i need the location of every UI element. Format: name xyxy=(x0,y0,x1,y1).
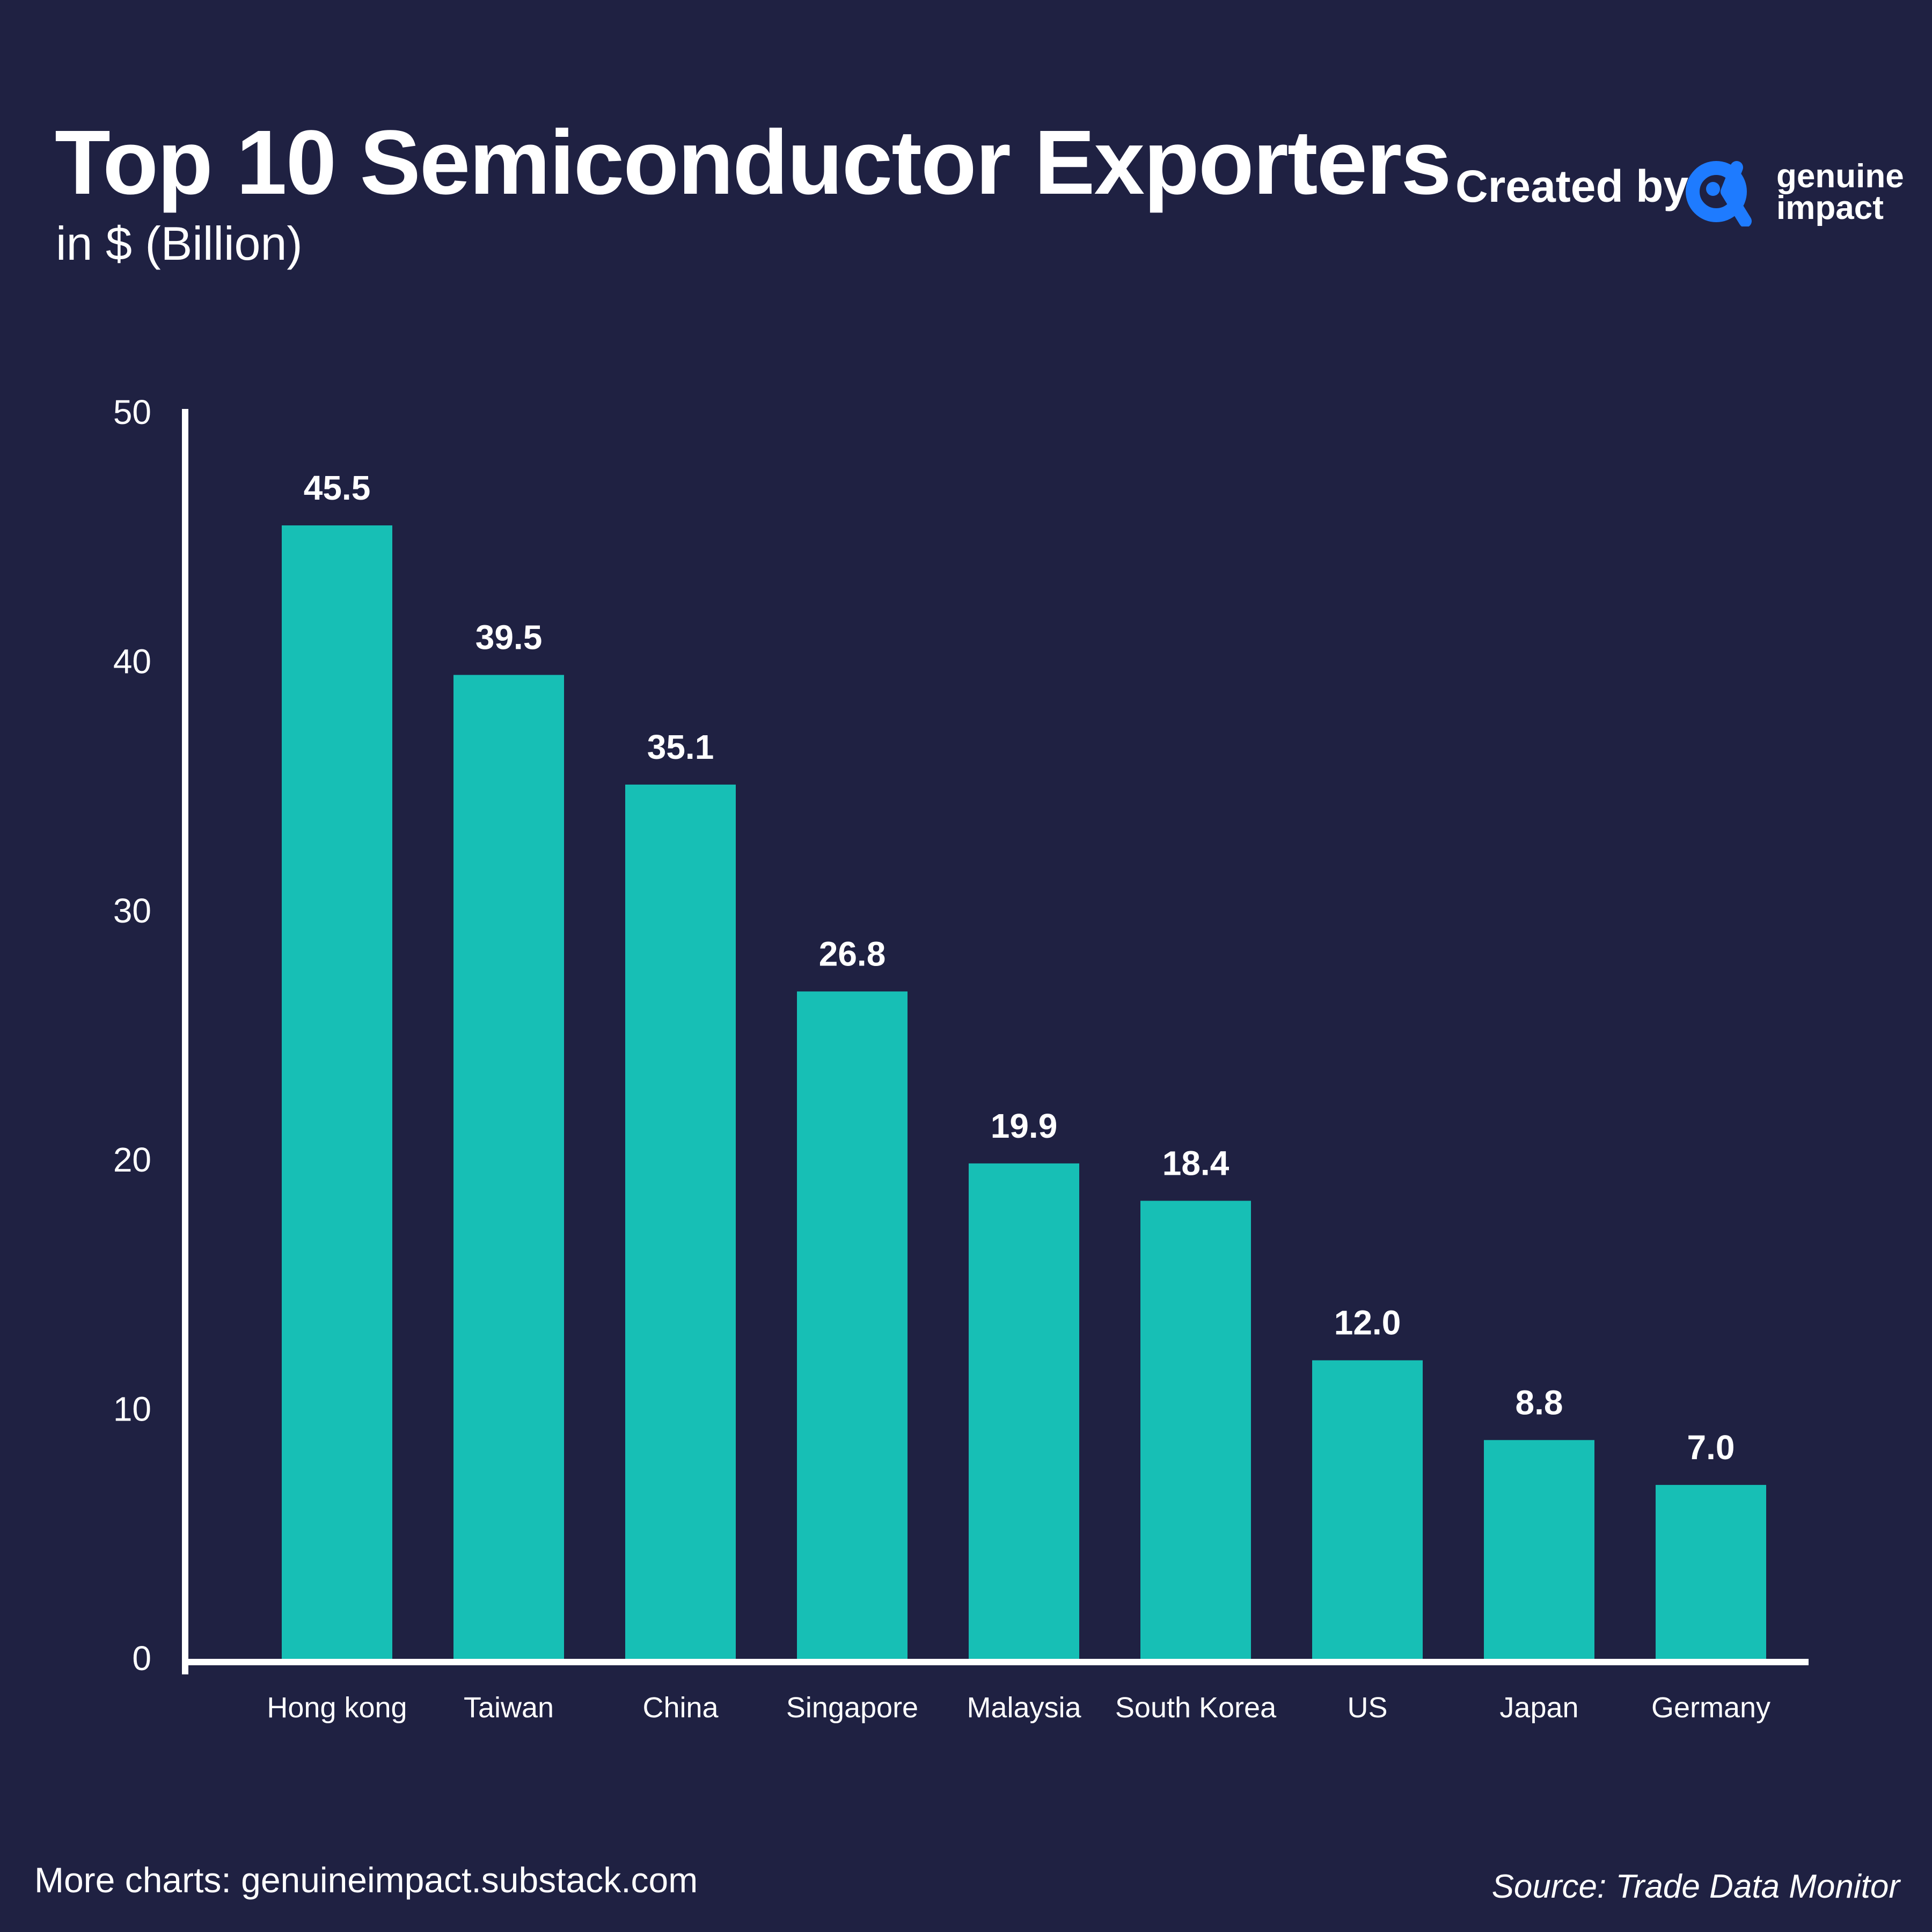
y-axis-ticks: 0 10 20 30 40 50 xyxy=(113,393,151,1678)
x-tick-label: Singapore xyxy=(786,1692,918,1724)
x-tick-label: Taiwan xyxy=(464,1692,554,1724)
y-tick-label: 30 xyxy=(113,891,151,930)
bar-3 xyxy=(797,991,908,1659)
source-note: Source: Trade Data Monitor xyxy=(1491,1868,1900,1905)
brand-line-2: impact xyxy=(1776,189,1884,226)
value-label: 18.4 xyxy=(1162,1144,1230,1183)
value-label: 7.0 xyxy=(1687,1428,1735,1467)
x-tick-label: Germany xyxy=(1651,1692,1770,1724)
bar-5 xyxy=(1140,1201,1251,1659)
genuine-impact-logo-text: genuine impact xyxy=(1776,158,1904,226)
y-tick-label: 40 xyxy=(113,642,151,680)
genuine-impact-logo-icon xyxy=(1686,161,1752,226)
bar-0 xyxy=(282,525,392,1659)
x-tick-label: China xyxy=(642,1692,719,1724)
more-charts-link[interactable]: More charts: genuineimpact.substack.com xyxy=(34,1860,698,1900)
x-tick-label: Japan xyxy=(1499,1692,1578,1724)
y-tick-label: 10 xyxy=(113,1390,151,1429)
value-label: 39.5 xyxy=(475,618,543,657)
brand-line-1: genuine xyxy=(1776,158,1904,195)
chart-subtitle: in $ (Billion) xyxy=(56,217,303,270)
bar-6 xyxy=(1312,1360,1423,1659)
value-label: 8.8 xyxy=(1516,1383,1563,1422)
y-tick-label: 50 xyxy=(113,393,151,431)
value-label: 26.8 xyxy=(819,934,886,973)
x-tick-label: US xyxy=(1347,1692,1387,1724)
value-label: 35.1 xyxy=(647,728,714,766)
value-label: 45.5 xyxy=(304,469,371,507)
bar-2 xyxy=(625,784,736,1659)
x-tick-label: Hong kong xyxy=(267,1692,407,1724)
bar-7 xyxy=(1484,1440,1594,1659)
y-tick-label: 0 xyxy=(132,1639,151,1678)
x-axis-labels: Hong kong Taiwan China Singapore Malaysia Sou… xyxy=(267,1692,1770,1724)
bars xyxy=(282,525,1766,1659)
bar-8 xyxy=(1656,1484,1766,1659)
x-tick-label: Malaysia xyxy=(967,1692,1081,1724)
created-by-label: Created by xyxy=(1455,161,1689,211)
bar-1 xyxy=(453,675,564,1659)
y-tick-label: 20 xyxy=(113,1140,151,1179)
x-tick-label: South Korea xyxy=(1115,1692,1277,1724)
value-label: 19.9 xyxy=(991,1107,1058,1145)
bar-4 xyxy=(969,1163,1079,1659)
value-label: 12.0 xyxy=(1334,1304,1401,1342)
chart-title: Top 10 Semiconductor Exporters xyxy=(55,112,1452,214)
value-labels: 45.5 39.5 35.1 26.8 19.9 18.4 12.0 8.8 7.0 xyxy=(304,469,1735,1467)
